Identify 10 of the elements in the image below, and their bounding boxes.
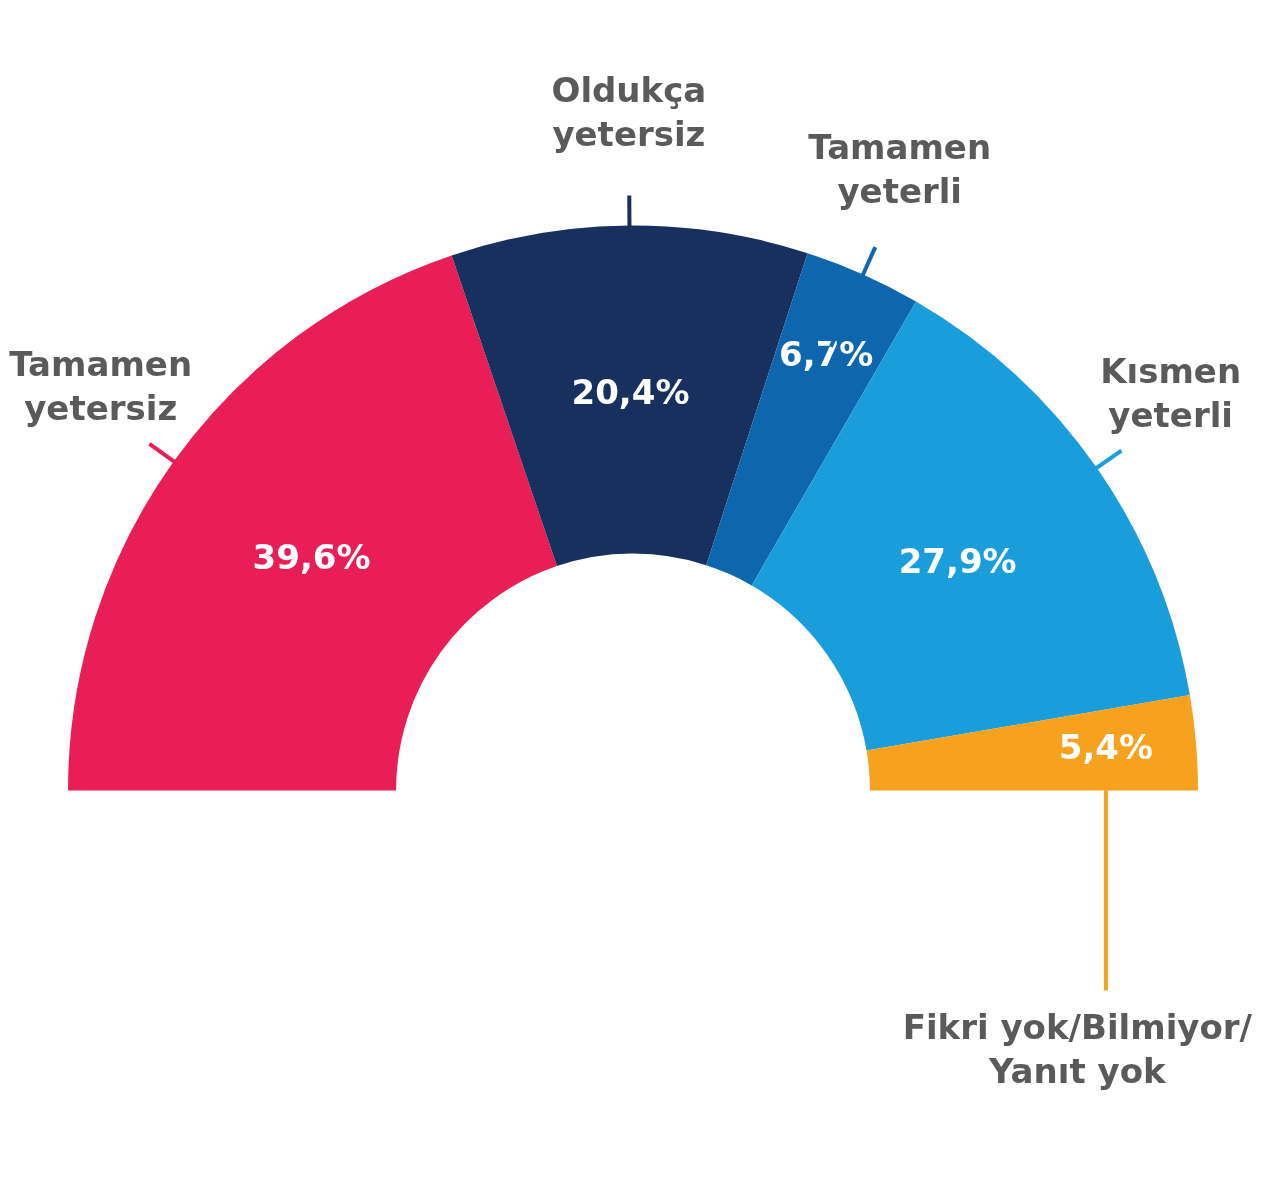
slice-label: Kısmen yeterli — [1100, 351, 1242, 436]
data-label: 20,4% — [571, 371, 690, 412]
slice-label: Tamamen yetersiz — [9, 343, 193, 428]
data-label: 6,7% — [779, 333, 874, 374]
data-label: 5,4% — [1058, 727, 1154, 768]
data-label: 39,6% — [252, 536, 371, 577]
data-label: 27,9% — [898, 541, 1017, 582]
slice-label: Fikri yok/Bilmiyor/ Yanıt yok — [902, 1007, 1253, 1092]
slice-label: Tamamen yeterli — [808, 127, 992, 212]
slice-label: Oldukça yetersiz — [551, 70, 707, 155]
